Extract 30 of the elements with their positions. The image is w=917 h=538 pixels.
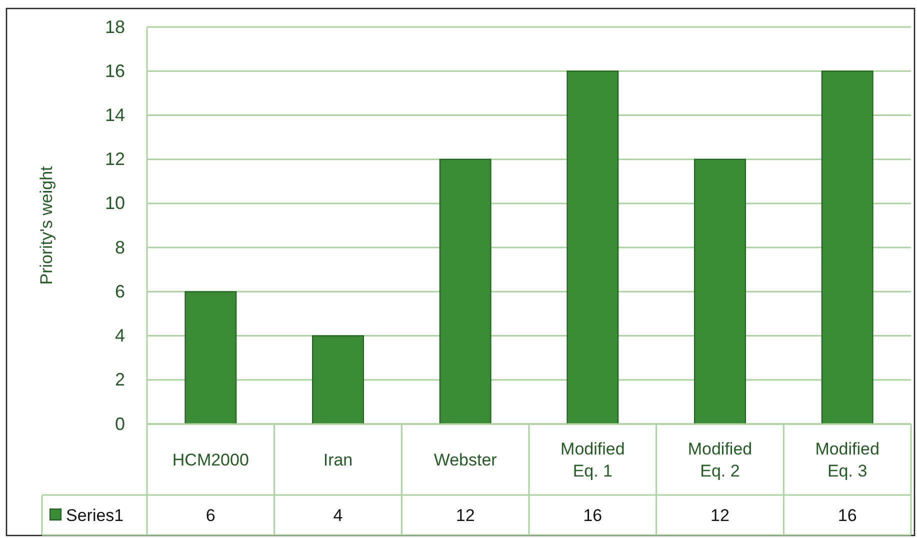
data-label: 12 [710,506,730,525]
x-tick-label: Modified Eq. 3 [815,440,880,480]
y-tick-label: 0 [114,414,125,434]
y-tick-label: 14 [104,104,125,125]
y-tick-label: 16 [104,60,125,81]
bar [184,291,237,424]
y-tick-label: 4 [114,326,125,346]
y-tick-label: 18 [104,16,125,37]
y-tick-label: 12 [104,149,125,170]
y-tick-label: 8 [114,237,125,258]
bar [439,158,492,424]
x-tick-label: Webster [434,450,498,470]
data-label: 12 [456,506,475,525]
legend-label: Series1 [66,506,124,525]
y-tick-label: 2 [114,370,125,390]
y-tick-label: 6 [114,281,125,302]
x-tick-label: Modified Eq. 1 [560,440,625,480]
x-tick-label: Iran [323,450,353,470]
x-tick-label: HCM2000 [172,450,249,470]
x-tick-label: Modified Eq. 2 [688,440,752,480]
bar [312,335,364,424]
data-label: 16 [583,506,602,525]
data-label: 6 [206,506,216,525]
data-label: 4 [333,506,343,525]
y-axis-title: Priority's weight [37,166,56,285]
bar [694,158,746,424]
data-label: 16 [838,506,857,525]
bar [821,70,874,424]
bar [566,70,619,424]
y-tick-label: 10 [104,193,125,214]
